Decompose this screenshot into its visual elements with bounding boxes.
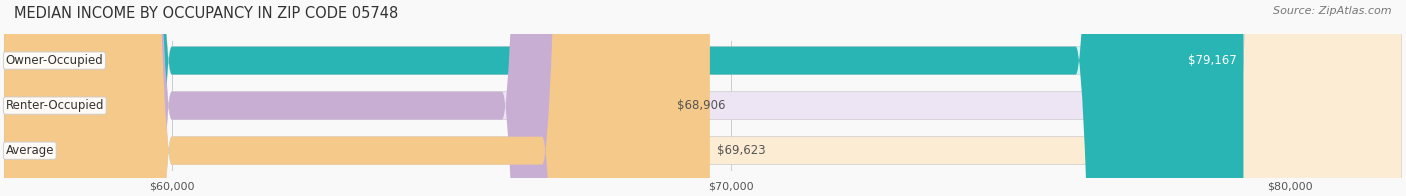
Text: MEDIAN INCOME BY OCCUPANCY IN ZIP CODE 05748: MEDIAN INCOME BY OCCUPANCY IN ZIP CODE 0… [14,6,398,21]
Text: Renter-Occupied: Renter-Occupied [6,99,104,112]
FancyBboxPatch shape [4,0,1402,196]
Text: Average: Average [6,144,53,157]
Text: Owner-Occupied: Owner-Occupied [6,54,103,67]
FancyBboxPatch shape [4,0,1402,196]
Text: $68,906: $68,906 [676,99,725,112]
Text: Source: ZipAtlas.com: Source: ZipAtlas.com [1274,6,1392,16]
FancyBboxPatch shape [4,0,1402,196]
FancyBboxPatch shape [4,0,710,196]
Text: $69,623: $69,623 [717,144,765,157]
FancyBboxPatch shape [4,0,1243,196]
Text: $79,167: $79,167 [1188,54,1236,67]
FancyBboxPatch shape [4,0,669,196]
